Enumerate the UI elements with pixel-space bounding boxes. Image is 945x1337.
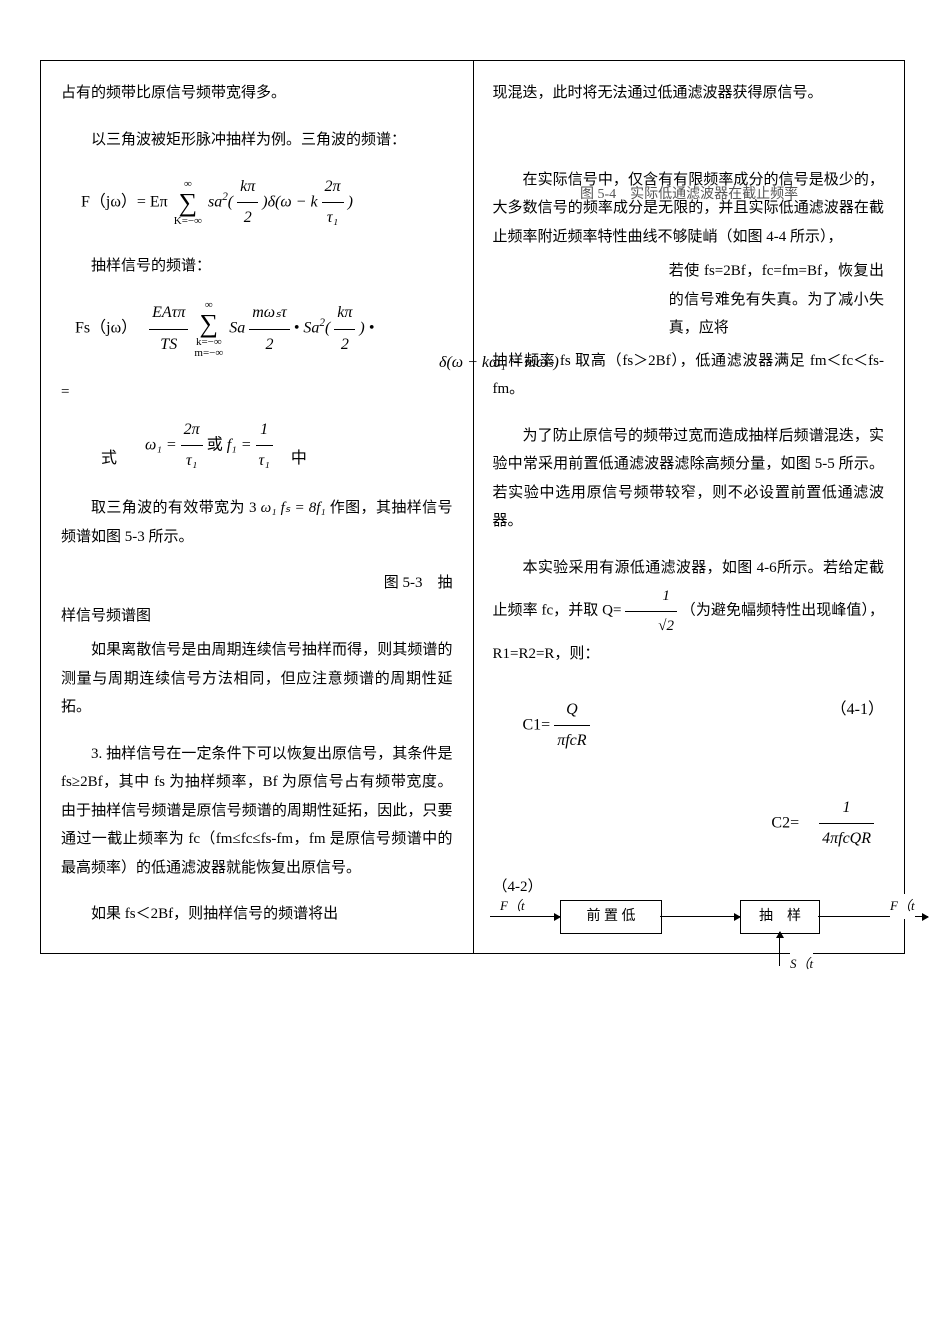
fig-5-3-caption-b: 样信号频谱图 [61,602,453,631]
left-p4: 取三角波的有效带宽为 3 ω₁ fₛ = 8f₁ 作图，其抽样信号频谱如图 5-… [61,494,453,551]
diagram-box-sampler: 抽 样 [740,900,820,934]
diagram-arrow-up [779,932,780,966]
diagram-output-label: F（t [890,894,915,919]
formula-Fs-overflow: δ(ω − kω₁ − mωₛ) [439,348,559,378]
diagram-arrow-1 [490,916,560,917]
left-p1: 占有的频带比原信号频带宽得多。 [61,79,453,108]
left-p3: 抽样信号的频谱： [61,252,453,281]
left-column: 占有的频带比原信号频带宽得多。 以三角波被矩形脉冲抽样为例。三角波的频谱： F（… [41,61,473,953]
eq-hanging: = [61,378,453,407]
diagram-input-label: F（t [500,894,525,919]
fig-5-4-caption: 图 5-4 实际低通滤波器在截止频率 [580,182,798,209]
left-p6: 3. 抽样信号在一定条件下可以恢复出原信号，其条件是 fs≥2Bf，其中 fs … [61,740,453,883]
right-p2-float: 若使 fs=2Bf，fc=fm=Bf，恢复出的信号难免有失真。为了减小失真，应将 [669,257,884,343]
eq-4-1: C1= Q πfcR （4-1） [523,695,915,757]
fig-5-3-caption-a: 图 5-3 抽 [61,569,453,598]
diagram-s-label: S（t [790,952,813,977]
right-p3: 为了防止原信号的频带过宽而造成抽样后频谱混迭，实验中常采用前置低通滤波器滤除高频… [493,422,885,536]
right-p4: 本实验采用有源低通滤波器，如图 4-6所示。若给定截止频率 fc，并取 Q= 1… [493,554,885,669]
formula-omega1: 式 ω₁ = 2π τ₁ 或 f₁ = 1 τ₁ 中 [101,415,453,477]
right-p1: 现混迭，此时将无法通过低通滤波器获得原信号。 [493,79,885,108]
formula-Fs-jw: Fs（jω） EAτπ TS ∞ ∑ k=−∞ m=−∞ Sa mωₛτ 2 [75,298,453,360]
diagram-box-prefilter: 前 置 低 [560,900,662,934]
diagram-arrow-2 [660,916,740,917]
eq-4-2: C2= 1 4πfcQR [493,793,875,855]
left-p7: 如果 fs＜2Bf，则抽样信号的频谱将出 [61,900,453,929]
formula-F-jw: F（jω）= Eπ ∞ ∑ K=−∞ sa2( kπ 2 )δ(ω − k 2π… [81,172,453,234]
left-p2: 以三角波被矩形脉冲抽样为例。三角波的频谱： [61,126,453,155]
column-divider [473,61,474,953]
block-diagram: F（t 前 置 低 抽 样 F（t S（t [430,874,945,984]
left-p5: 如果离散信号是由周期连续信号抽样而得，则其频谱的测量与周期连续信号方法相同，但应… [61,636,453,722]
